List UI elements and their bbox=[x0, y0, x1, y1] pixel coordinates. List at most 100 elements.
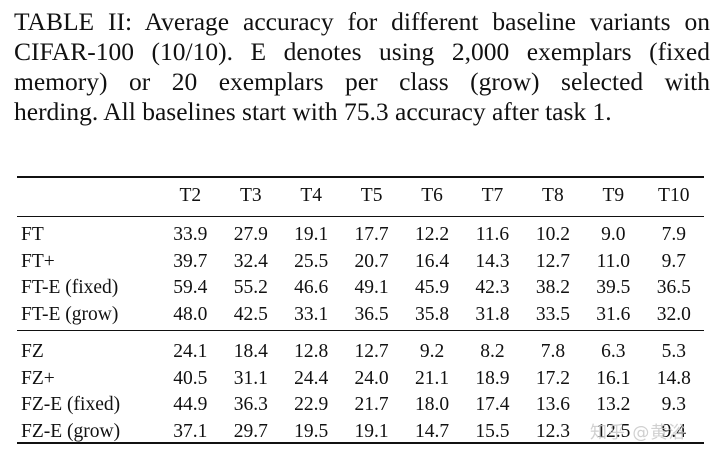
accuracy-cell: 33.5 bbox=[535, 303, 570, 325]
accuracy-cell: 24.1 bbox=[173, 341, 208, 362]
accuracy-cell: 36.3 bbox=[233, 394, 268, 415]
accuracy-cell: 46.6 bbox=[294, 277, 329, 298]
caption-line-1: TABLE II: Average accuracy for different… bbox=[14, 7, 710, 36]
table-row: FT 33.9 27.9 19.1 17.7 12.2 11.6 10.2 9.0 7.9 bbox=[17, 222, 704, 249]
accuracy-cell: 9.0 bbox=[601, 224, 626, 245]
row-method-name: FZ+ bbox=[21, 367, 55, 389]
header-cell: T3 bbox=[239, 185, 262, 206]
header-cell: T8 bbox=[542, 185, 564, 206]
accuracy-cell: 18.9 bbox=[475, 367, 510, 389]
accuracy-cell: 39.7 bbox=[173, 250, 208, 272]
accuracy-cell: 44.9 bbox=[173, 394, 208, 415]
accuracy-cell: 21.7 bbox=[354, 394, 389, 415]
group-separator-rule bbox=[17, 330, 704, 331]
row-method-name: FT bbox=[21, 224, 44, 245]
table-row: FZ-E (grow) 37.1 29.7 19.5 19.1 14.7 15.5 12.3 1… bbox=[17, 419, 704, 446]
accuracy-cell: 7.9 bbox=[661, 224, 686, 245]
accuracy-cell: 25.5 bbox=[294, 250, 329, 272]
accuracy-cell: 13.6 bbox=[535, 394, 570, 415]
accuracy-cell: 17.7 bbox=[354, 224, 389, 245]
accuracy-cell: 12.8 bbox=[294, 341, 329, 362]
accuracy-cell: 40.5 bbox=[173, 367, 208, 389]
caption-line-4: herding. All baselines start with 75.3 a… bbox=[14, 97, 612, 126]
group-spacer-row bbox=[17, 328, 704, 339]
header-cell: T7 bbox=[481, 185, 504, 206]
accuracy-cell: 15.5 bbox=[475, 420, 510, 442]
accuracy-cell: 14.8 bbox=[656, 367, 691, 389]
header-cell: T9 bbox=[602, 185, 625, 206]
accuracy-cell: 17.2 bbox=[535, 367, 570, 389]
caption-line-3: memory) or 20 exemplars per class (grow)… bbox=[14, 67, 710, 96]
header-rule bbox=[17, 216, 704, 217]
accuracy-cell: 5.3 bbox=[661, 341, 686, 362]
header-cell: T4 bbox=[300, 185, 323, 206]
row-method-name: FZ bbox=[21, 341, 44, 362]
header-cell: T2 bbox=[179, 185, 202, 206]
accuracy-cell: 48.0 bbox=[173, 303, 208, 325]
accuracy-cell: 32.0 bbox=[656, 303, 691, 325]
accuracy-cell: 42.3 bbox=[475, 277, 510, 298]
accuracy-cell: 22.9 bbox=[294, 394, 329, 415]
accuracy-cell: 37.1 bbox=[173, 420, 208, 442]
accuracy-cell: 16.1 bbox=[596, 367, 631, 389]
accuracy-cell: 12.2 bbox=[414, 224, 450, 245]
accuracy-cell: 20.7 bbox=[354, 250, 389, 272]
caption-line-2: CIFAR-100 (10/10). E denotes using 2,000… bbox=[14, 37, 710, 66]
accuracy-cell: 8.2 bbox=[480, 341, 505, 362]
accuracy-cell: 49.1 bbox=[354, 277, 389, 298]
accuracy-cell: 45.9 bbox=[414, 277, 450, 298]
table-row: FT-E (grow) 48.0 42.5 33.1 36.5 35.8 31.8 33.5 3… bbox=[17, 302, 704, 329]
accuracy-cell: 9.7 bbox=[661, 250, 686, 272]
accuracy-cell: 31.1 bbox=[233, 367, 268, 389]
row-method-name: FT-E (grow) bbox=[21, 303, 119, 325]
accuracy-cell: 14.7 bbox=[414, 420, 450, 442]
accuracy-cell: 12.3 bbox=[535, 420, 570, 442]
accuracy-cell: 31.8 bbox=[475, 303, 510, 325]
header-cell: T10 bbox=[658, 185, 690, 206]
row-method-name: FZ-E (fixed) bbox=[21, 394, 121, 415]
accuracy-cell: 24.0 bbox=[354, 367, 389, 389]
accuracy-cell: 31.6 bbox=[596, 303, 631, 325]
accuracy-cell: 33.9 bbox=[173, 224, 208, 245]
accuracy-cell: 12.7 bbox=[535, 250, 570, 272]
accuracy-cell: 21.1 bbox=[414, 367, 450, 389]
accuracy-cell: 6.3 bbox=[601, 341, 626, 362]
accuracy-cell: 42.5 bbox=[233, 303, 268, 325]
table-top-rule bbox=[17, 176, 704, 178]
accuracy-cell: 10.2 bbox=[535, 224, 570, 245]
accuracy-cell: 19.5 bbox=[294, 420, 329, 442]
accuracy-cell: 18.4 bbox=[233, 341, 268, 362]
header-spacer-row bbox=[17, 211, 704, 222]
header-cell-method bbox=[17, 181, 160, 211]
header-cell: T6 bbox=[421, 185, 443, 206]
accuracy-cell: 59.4 bbox=[173, 277, 208, 298]
accuracy-cell: 39.5 bbox=[596, 277, 631, 298]
accuracy-cell: 27.9 bbox=[233, 224, 268, 245]
accuracy-cell: 19.1 bbox=[354, 420, 389, 442]
accuracy-cell: 9.4 bbox=[661, 420, 686, 442]
results-table: T2 T3 T4 T5 T6 T7 T8 T9 T10 FT 33.9 27.9 19… bbox=[17, 181, 704, 445]
accuracy-cell: 13.2 bbox=[596, 394, 631, 415]
accuracy-cell: 16.4 bbox=[414, 250, 450, 272]
accuracy-cell: 38.2 bbox=[535, 277, 570, 298]
watermark: 知乎 @黄浴 bbox=[590, 423, 687, 443]
row-method-name: FT+ bbox=[21, 250, 55, 272]
table-row: FZ+ 40.5 31.1 24.4 24.0 21.1 18.9 17.2 16.1 14.8 bbox=[17, 366, 704, 393]
table-caption: TABLE II: Average accuracy for different… bbox=[14, 7, 710, 127]
accuracy-cell: 33.1 bbox=[294, 303, 329, 325]
table-body: FT 33.9 27.9 19.1 17.7 12.2 11.6 10.2 9.0 7.9 FT+ 3… bbox=[17, 211, 704, 445]
accuracy-cell: 35.8 bbox=[414, 303, 450, 325]
accuracy-cell: 32.4 bbox=[233, 250, 268, 272]
accuracy-cell: 19.1 bbox=[294, 224, 329, 245]
table-row: FT+ 39.7 32.4 25.5 20.7 16.4 14.3 12.7 11.0 9.7 bbox=[17, 249, 704, 276]
accuracy-cell: 14.3 bbox=[475, 250, 510, 272]
accuracy-cell: 55.2 bbox=[233, 277, 268, 298]
accuracy-cell: 9.3 bbox=[661, 394, 686, 415]
accuracy-cell: 7.8 bbox=[540, 341, 566, 362]
table-row: FZ 24.1 18.4 12.8 12.7 9.2 8.2 7.8 6.3 5.3 bbox=[17, 339, 704, 366]
accuracy-cell: 9.2 bbox=[419, 341, 445, 362]
accuracy-cell: 12.5 bbox=[596, 420, 631, 442]
accuracy-cell: 29.7 bbox=[233, 420, 268, 442]
table-row: FT-E (fixed) 59.4 55.2 46.6 49.1 45.9 42.3 38.2… bbox=[17, 275, 704, 302]
row-method-name: FT-E (fixed) bbox=[21, 277, 119, 298]
